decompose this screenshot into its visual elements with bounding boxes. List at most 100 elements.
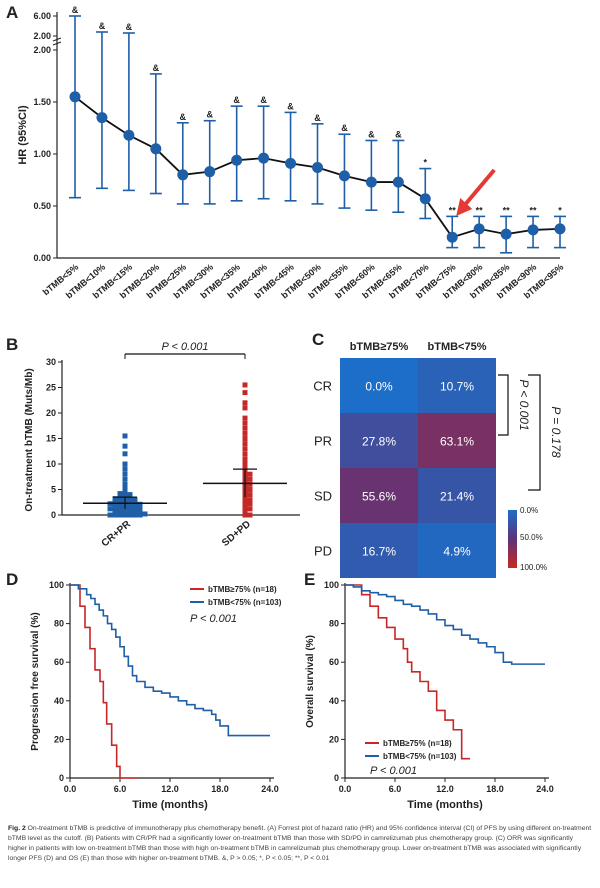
significance-mark: & bbox=[260, 95, 267, 105]
data-point-sd-pd bbox=[242, 436, 248, 441]
data-point-sd-pd bbox=[247, 492, 253, 498]
y-tick-label-a: 0.00 bbox=[33, 253, 51, 263]
significance-mark: * bbox=[558, 205, 562, 215]
heatmap-column-header: bTMB<75% bbox=[428, 341, 487, 353]
data-point-sd-pd bbox=[247, 512, 253, 518]
colorbar bbox=[508, 510, 517, 568]
panel-letter-B: B bbox=[6, 335, 18, 354]
y-tick-label-km: 60 bbox=[329, 657, 339, 667]
heatmap-cell bbox=[340, 358, 418, 413]
data-point-cr-pr bbox=[122, 493, 128, 499]
data-point-sd-pd bbox=[242, 464, 248, 470]
data-point-sd-pd bbox=[242, 382, 248, 388]
highlight-arrow-head bbox=[456, 198, 473, 216]
data-point-cr-pr bbox=[117, 512, 123, 518]
data-point-cr-pr bbox=[117, 507, 123, 513]
data-point-cr-pr bbox=[142, 511, 148, 517]
significance-mark: & bbox=[341, 123, 348, 133]
y-tick-label-a: 1.00 bbox=[33, 149, 51, 159]
p-value-km: P < 0.001 bbox=[370, 765, 417, 777]
x-tick-label-km: 6.0 bbox=[114, 784, 127, 794]
y-axis-label-km: Progression free survival (%) bbox=[30, 612, 41, 750]
data-point-sd-pd bbox=[242, 441, 248, 447]
km-curve-high bbox=[70, 584, 139, 779]
data-point-sd-pd bbox=[242, 504, 248, 510]
legend-label: bTMB≥75% (n=18) bbox=[383, 739, 452, 748]
x-tick-label-km: 0.0 bbox=[64, 784, 77, 794]
data-point-cr-pr bbox=[122, 443, 128, 449]
hr-point bbox=[500, 228, 512, 240]
data-point-cr-pr bbox=[137, 501, 143, 507]
y-axis-label-a: HR (95%CI) bbox=[17, 105, 29, 165]
x-axis-label-km: Time (months) bbox=[407, 799, 483, 811]
data-point-sd-pd bbox=[242, 446, 248, 452]
heatmap-row-label: PD bbox=[314, 544, 332, 559]
data-point-sd-pd bbox=[242, 458, 248, 464]
significance-mark: & bbox=[153, 63, 160, 73]
heatmap-cell bbox=[418, 413, 496, 468]
hr-point bbox=[338, 170, 350, 182]
y-tick-label-km: 0 bbox=[59, 773, 64, 783]
heatmap-cell-value: 0.0% bbox=[365, 380, 393, 394]
y-tick-label-b: 10 bbox=[46, 459, 56, 469]
data-point-cr-pr bbox=[122, 484, 128, 490]
significance-mark: & bbox=[314, 113, 321, 123]
x-axis-label-km: Time (months) bbox=[132, 799, 208, 811]
data-point-cr-pr bbox=[132, 504, 138, 510]
y-axis-label-b: On-treatment bTMB (Muts/Mb) bbox=[24, 368, 35, 511]
hr-point bbox=[365, 176, 377, 188]
data-point-cr-pr bbox=[132, 512, 138, 518]
data-point-cr-pr bbox=[132, 499, 138, 505]
figure-caption: Fig. 2 On-treatment bTMB is predictive o… bbox=[8, 824, 592, 864]
hr-point bbox=[150, 143, 162, 155]
heatmap-cell-value: 27.8% bbox=[362, 435, 396, 449]
data-point-sd-pd bbox=[242, 507, 248, 513]
data-point-cr-pr bbox=[122, 451, 128, 457]
data-point-cr-pr bbox=[112, 499, 118, 505]
heatmap-row-label: SD bbox=[314, 489, 332, 504]
hr-point bbox=[419, 193, 431, 205]
data-point-cr-pr bbox=[122, 508, 128, 514]
y-tick-label-km: 100 bbox=[324, 580, 339, 590]
data-point-sd-pd bbox=[247, 506, 253, 512]
hr-point bbox=[285, 157, 297, 169]
data-point-cr-pr bbox=[137, 512, 143, 518]
x-tick-label-km: 24.0 bbox=[261, 784, 279, 794]
significance-mark: ** bbox=[503, 205, 511, 215]
data-point-sd-pd bbox=[242, 451, 248, 457]
heatmap-cell bbox=[418, 523, 496, 578]
km-curve-high bbox=[345, 584, 470, 760]
data-point-cr-pr bbox=[132, 509, 138, 515]
y-tick-label-km: 40 bbox=[329, 696, 339, 706]
data-point-cr-pr bbox=[112, 496, 118, 502]
significance-mark: & bbox=[287, 101, 294, 111]
data-point-sd-pd bbox=[242, 390, 248, 396]
data-point-sd-pd bbox=[242, 499, 248, 505]
y-tick-label-a: 0.50 bbox=[33, 201, 51, 211]
y-tick-label-km: 60 bbox=[54, 657, 64, 667]
colorbar-label: 0.0% bbox=[520, 506, 538, 515]
panel-letter-A: A bbox=[6, 3, 18, 22]
significance-mark: ** bbox=[449, 205, 457, 215]
hr-point bbox=[554, 223, 566, 235]
y-tick-label-a: 1.50 bbox=[33, 97, 51, 107]
heatmap-cell-value: 10.7% bbox=[440, 380, 474, 394]
panel-letter-E: E bbox=[304, 570, 315, 589]
data-point-sd-pd bbox=[242, 405, 248, 411]
data-point-cr-pr bbox=[112, 507, 118, 513]
hr-point bbox=[312, 162, 323, 174]
data-point-sd-pd bbox=[242, 430, 248, 436]
x-tick-label-km: 18.0 bbox=[211, 784, 229, 794]
x-tick-label-km: 12.0 bbox=[436, 784, 454, 794]
data-point-sd-pd bbox=[247, 476, 253, 482]
data-point-sd-pd bbox=[247, 487, 253, 492]
p-value-b: P < 0.001 bbox=[162, 341, 209, 353]
significance-mark: ** bbox=[530, 205, 538, 215]
bracket-p2 bbox=[528, 374, 541, 491]
hr-point bbox=[96, 112, 108, 124]
significance-mark: & bbox=[126, 22, 133, 32]
hr-point bbox=[527, 224, 539, 236]
hr-point bbox=[204, 166, 216, 178]
data-point-cr-pr bbox=[122, 489, 128, 495]
